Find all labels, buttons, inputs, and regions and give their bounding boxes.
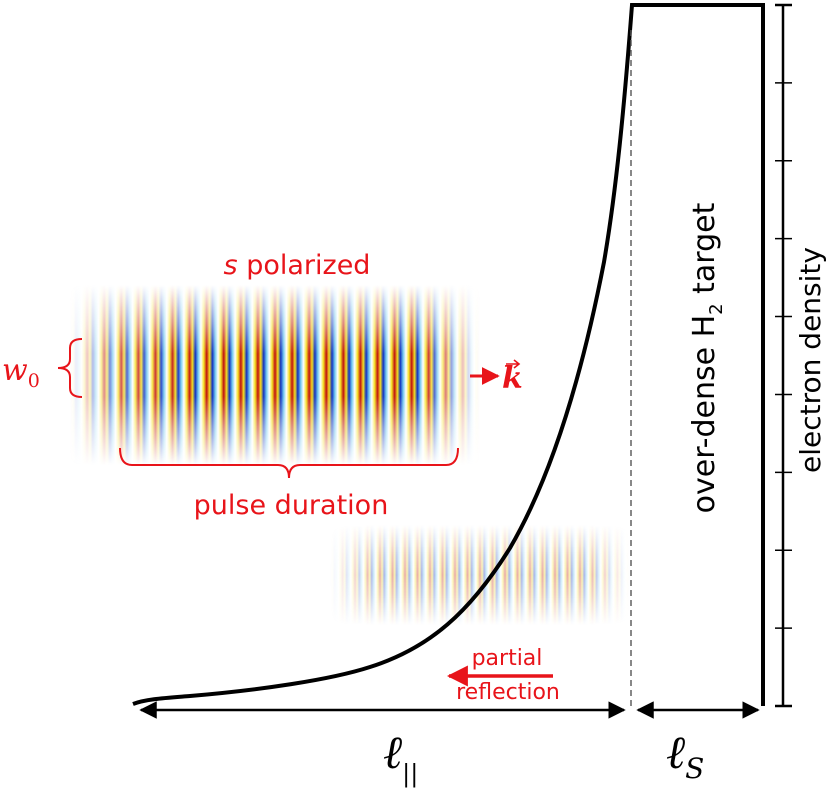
wavevector-vector-bar	[506, 359, 521, 369]
reflected-pulse-field	[330, 525, 630, 625]
partial-reflection-annotation: partial reflection	[446, 646, 560, 705]
partial-reflection-line1: partial	[472, 646, 543, 671]
incident-pulse-field	[70, 285, 480, 465]
beam-waist-annotation: w0	[2, 338, 83, 398]
target-label: over-dense H2 target	[687, 202, 727, 513]
density-axis	[775, 3, 792, 708]
incident-pulse	[70, 285, 480, 465]
wavevector-annotation: k	[470, 359, 523, 396]
pulse-duration-annotation: pulse duration	[119, 447, 459, 521]
beam-waist-label: w0	[2, 353, 40, 392]
reflected-pulse	[330, 525, 630, 625]
solid-length-label: ℓS	[666, 725, 704, 785]
beam-waist-brace	[57, 338, 83, 398]
density-axis-label: electron density	[794, 247, 827, 473]
pulse-duration-label: pulse duration	[194, 490, 389, 521]
polarization-label: s polarized	[224, 250, 371, 281]
pulse-duration-brace	[119, 447, 459, 479]
density-profile-curve	[132, 3, 765, 706]
wavevector-label: k	[502, 361, 523, 396]
gradient-length-label: ℓ||	[383, 725, 418, 789]
density-axis-ticks	[775, 3, 792, 708]
partial-reflection-line2: reflection	[456, 680, 560, 705]
